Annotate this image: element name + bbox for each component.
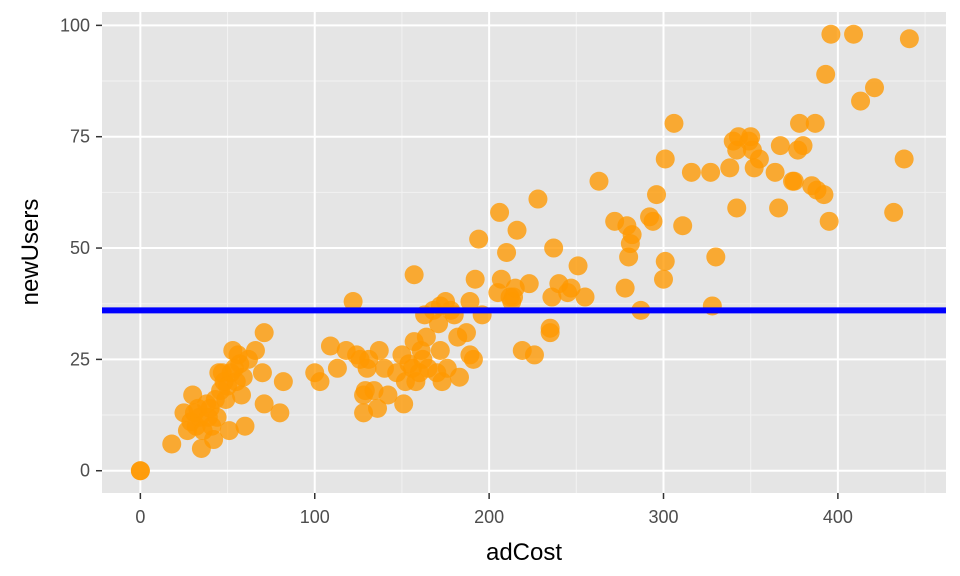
data-point [654,269,674,289]
data-point [327,358,347,378]
data-point [270,403,290,423]
data-point [252,363,272,383]
data-point [568,256,588,276]
data-point [429,314,449,334]
data-point [245,340,265,360]
data-point [821,24,841,44]
data-point [784,171,804,191]
x-tick-label: 300 [648,507,678,527]
data-point [404,265,424,285]
data-point [681,162,701,182]
data-point [664,113,684,133]
data-point [378,385,398,405]
data-point [727,198,747,218]
data-point [162,434,182,454]
data-point [720,158,740,178]
y-axis: 0 25 50 75 100 [60,15,102,481]
data-point [233,367,253,387]
data-point [647,185,667,205]
data-point [204,430,224,450]
data-point [816,64,836,84]
x-axis: 0 100 200 300 400 [135,493,853,527]
plot-panel [102,12,946,493]
data-point [770,136,790,156]
y-axis-title: newUsers [17,199,44,306]
data-point [456,323,476,343]
data-point [310,372,330,392]
data-point [219,421,239,441]
data-point [544,238,564,258]
data-point [899,29,919,49]
data-point [673,216,693,236]
data-point [655,251,675,271]
data-point [540,318,560,338]
data-point [320,336,340,356]
data-point [819,211,839,231]
data-point [706,247,726,267]
data-point [507,220,527,240]
data-point [368,398,388,418]
grid-minor [102,12,946,493]
data-point [589,171,609,191]
y-tick-label: 75 [70,127,90,147]
data-point [465,269,485,289]
data-point [343,291,363,311]
data-point [497,243,517,262]
data-point [865,78,885,98]
x-tick-label: 100 [300,507,330,527]
data-point [814,185,834,205]
data-point [490,202,510,222]
data-point [769,198,789,218]
data-point [793,136,813,156]
y-tick-label: 25 [70,349,90,369]
data-point [805,113,825,133]
data-point [130,461,150,481]
data-point [749,149,769,169]
data-point [655,149,675,169]
data-point [273,372,293,392]
data-point [790,113,810,133]
y-tick-label: 100 [60,15,90,35]
x-tick-label: 200 [474,507,504,527]
data-point [449,367,469,387]
data-point [575,287,595,307]
data-point [430,340,450,360]
data-point [232,385,252,405]
data-point [765,162,785,182]
data-point [643,211,663,231]
data-point [894,149,914,169]
data-point [528,189,548,209]
y-tick-label: 0 [80,461,90,481]
data-point [416,327,436,347]
data-point [254,394,274,414]
data-point [561,278,581,298]
data-point [469,229,489,249]
y-tick-label: 50 [70,238,90,258]
data-point [701,162,721,182]
data-point [491,269,511,289]
x-tick-label: 0 [135,507,145,527]
x-axis-title: adCost [486,539,562,566]
data-point [463,349,483,369]
data-points [130,24,919,481]
data-point [615,278,635,298]
data-point [369,340,389,360]
data-point [524,345,544,365]
data-point [235,416,255,436]
data-point [884,202,904,222]
data-point [519,274,539,294]
data-point [851,91,871,111]
data-point [207,407,227,427]
data-point [622,225,642,245]
data-point [394,394,414,414]
data-point [460,291,480,311]
data-point [254,323,274,343]
x-tick-label: 400 [823,507,853,527]
data-point [844,24,864,44]
